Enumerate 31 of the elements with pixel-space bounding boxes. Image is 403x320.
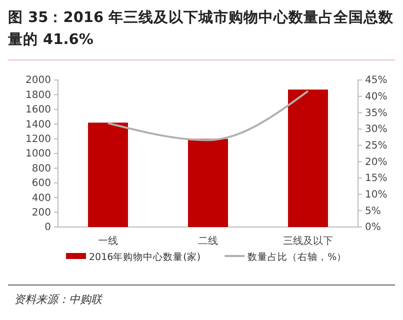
y2-tick-label: 40% [365,92,388,103]
y2-tick-label: 5% [365,206,381,217]
legend-label: 数量占比（右轴，%） [248,251,347,263]
y2-tick-label: 0% [365,222,381,234]
x-tick-label: 三线及以下 [283,235,333,248]
y2-tick-label: 20% [365,156,388,168]
y2-tick-label: 30% [365,124,388,136]
y2-tick-label: 45% [365,75,388,86]
chart-title: 图 35：2016 年三线及以下城市购物中心数量占全国总数量的 41.6% [7,8,395,48]
text: 资料来源：中购联 [14,293,103,306]
y-tick-label: 600 [32,178,51,190]
bar [88,122,128,227]
x-tick-label: 二线 [198,235,218,248]
y-tick-label: 0 [44,222,51,234]
y2-tick-label: 35% [365,108,388,119]
y-tick-label: 400 [32,192,51,204]
legend-label: 2016年购物中心数量(家) [89,251,201,263]
y-tick-label: 200 [32,208,51,218]
y-tick-label: 1200 [26,134,51,145]
y-tick-label: 1400 [26,119,51,130]
bar [188,138,228,227]
y2-tick-label: 15% [365,173,388,184]
y-tick-label: 800 [32,163,51,174]
y-tick-label: 1600 [26,104,51,116]
y-tick-label: 1800 [26,90,51,101]
y2-tick-label: 25% [365,140,388,152]
x-tick-label: 一线 [98,235,118,248]
y2-tick-label: 10% [365,190,388,201]
y-tick-label: 1000 [26,148,51,160]
bar [288,90,328,227]
y-tick-label: 2000 [26,75,51,86]
